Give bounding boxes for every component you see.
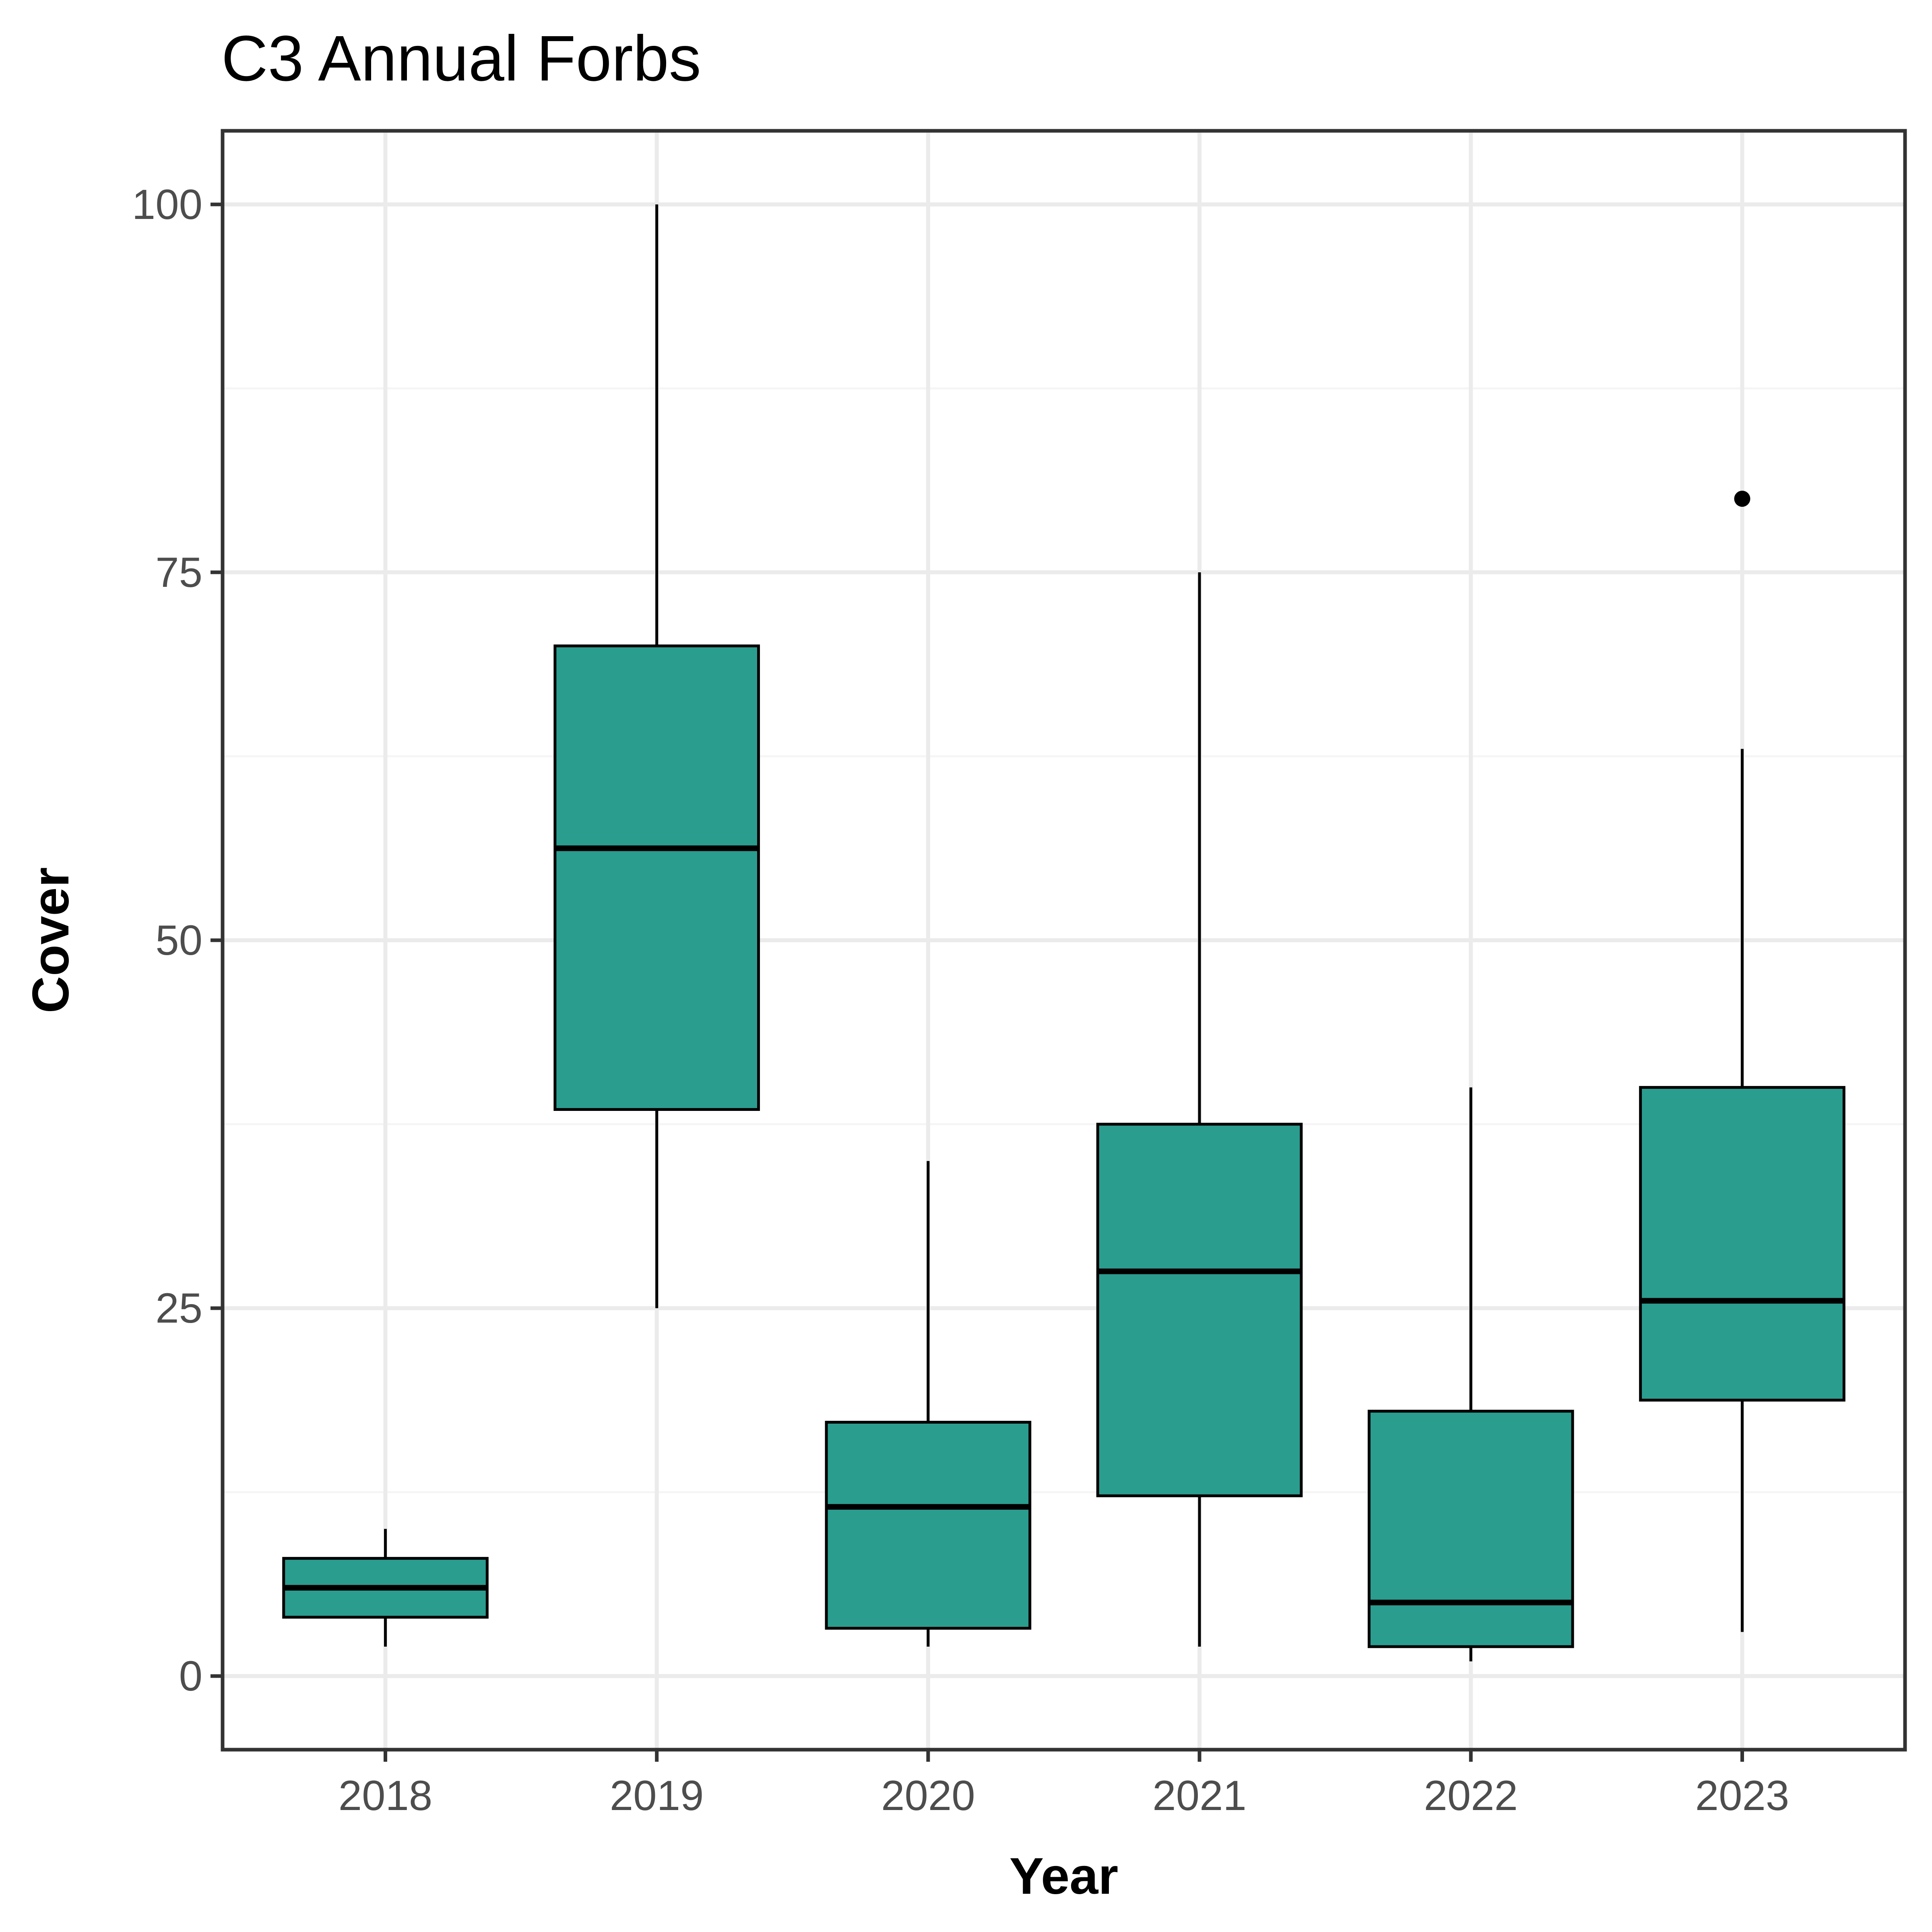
y-tick-label: 100 [132,181,202,228]
box-2022 [1367,1087,1574,1662]
iqr-box [1096,1123,1303,1497]
box-2018 [282,1529,489,1647]
x-tick-label: 2022 [1424,1772,1518,1819]
axes: 0 25 50 75 100 2018 2019 2020 2021 2022 2023 [132,181,1789,1819]
x-tick-label: 2023 [1695,1772,1790,1819]
iqr-box [825,1420,1032,1630]
box-2020 [825,1161,1032,1647]
chart-title: C3 Annual Forbs [221,22,701,94]
y-axis-title: Cover [22,867,80,1013]
y-tick-label: 75 [155,549,202,596]
x-tick-label: 2021 [1152,1772,1247,1819]
iqr-box [1367,1410,1574,1648]
outlier-point [1734,491,1750,507]
box-2023 [1639,491,1845,1632]
iqr-box [1639,1086,1845,1402]
x-tick-label: 2020 [881,1772,975,1819]
y-tick-label: 50 [155,917,202,964]
y-tick-label: 0 [179,1653,202,1700]
x-tick-label: 2019 [610,1772,704,1819]
box-2019 [553,204,760,1309]
x-tick-label: 2018 [339,1772,433,1819]
x-axis-title: Year [1009,1847,1119,1905]
y-tick-label: 25 [155,1285,202,1332]
iqr-box [553,644,760,1111]
box-2021 [1096,572,1303,1647]
box-series [282,204,1845,1662]
